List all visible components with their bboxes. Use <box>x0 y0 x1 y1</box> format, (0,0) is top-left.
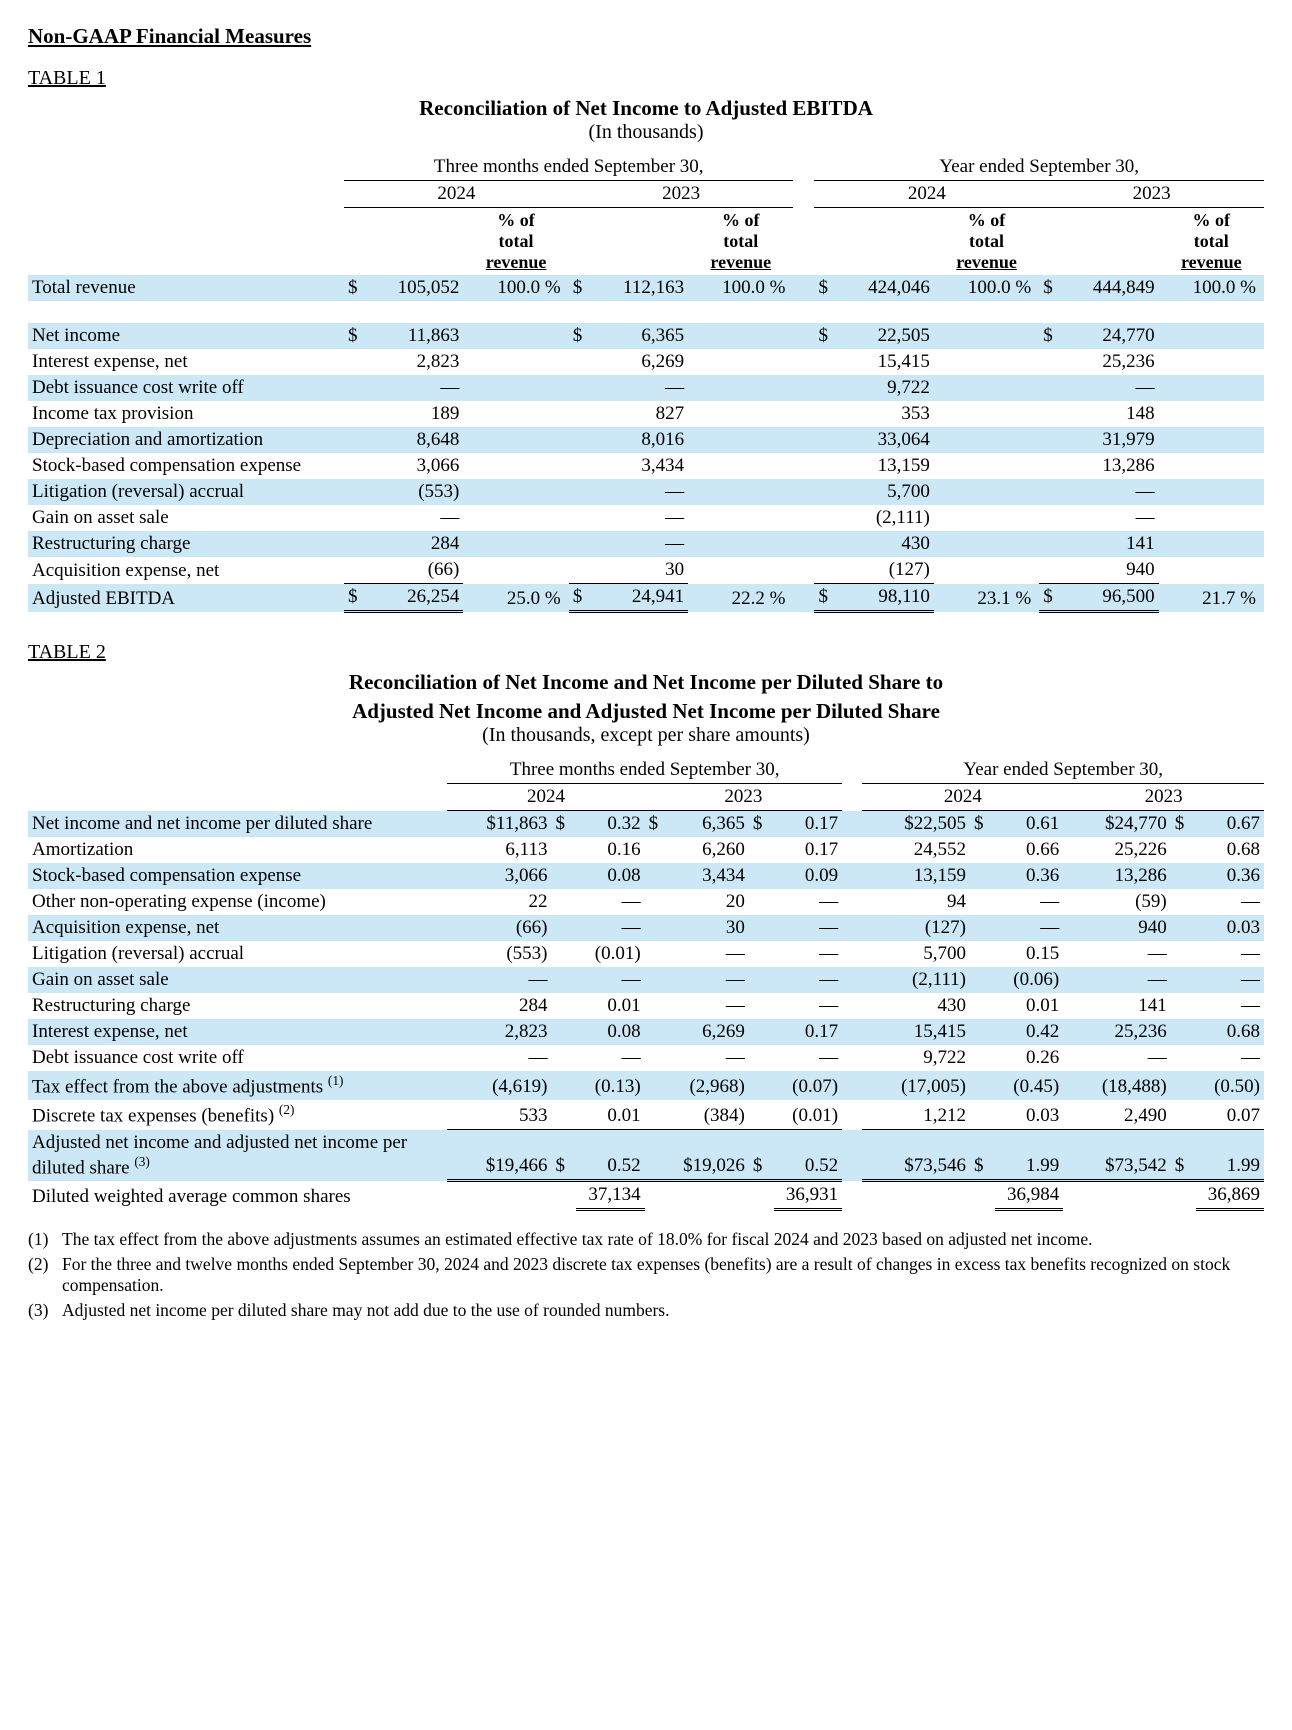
table2-label: TABLE 2 <box>28 641 1264 664</box>
table-row: Income tax provision189827353148 <box>28 401 1264 427</box>
t1-year-1: 2023 <box>569 181 794 208</box>
table-row: Depreciation and amortization8,6488,0163… <box>28 427 1264 453</box>
footnotes: The tax effect from the above adjustment… <box>28 1229 1264 1321</box>
table-row: Other non-operating expense (income)22—2… <box>28 889 1264 915</box>
table-row: Debt issuance cost write off————9,7220.2… <box>28 1045 1264 1071</box>
t1-period-head-right: Year ended September 30, <box>814 154 1264 181</box>
table-row: Tax effect from the above adjustments (1… <box>28 1071 1264 1100</box>
table-row: Stock-based compensation expense3,0660.0… <box>28 863 1264 889</box>
table2: Three months ended September 30, Year en… <box>28 757 1264 1211</box>
table-row: Restructuring charge284—430141 <box>28 531 1264 557</box>
table-row: Net income and net income per diluted sh… <box>28 811 1264 838</box>
table-row: Gain on asset sale——(2,111)— <box>28 505 1264 531</box>
table-row: Restructuring charge2840.01——4300.01141— <box>28 993 1264 1019</box>
t1-period-head-left: Three months ended September 30, <box>344 154 793 181</box>
table-row: Litigation (reversal) accrual(553)—5,700… <box>28 479 1264 505</box>
table-row: Debt issuance cost write off——9,722— <box>28 375 1264 401</box>
table-row: Amortization6,1130.166,2600.1724,5520.66… <box>28 837 1264 863</box>
table-row: Diluted weighted average common shares37… <box>28 1181 1264 1210</box>
table2-title-line1: Reconciliation of Net Income and Net Inc… <box>28 670 1264 695</box>
t1-pcthead-2: % oftotalrevenue <box>934 208 1039 276</box>
t1-year-3: 2023 <box>1039 181 1264 208</box>
table-row: Litigation (reversal) accrual(553)(0.01)… <box>28 941 1264 967</box>
t1-year-0: 2024 <box>344 181 569 208</box>
table2-title-line2: Adjusted Net Income and Adjusted Net Inc… <box>28 699 1264 724</box>
table-row: Acquisition expense, net(66)—30—(127)—94… <box>28 915 1264 941</box>
footnote: Adjusted net income per diluted share ma… <box>28 1300 1264 1321</box>
t1-pcthead-1: % oftotalrevenue <box>688 208 793 276</box>
table-row: Adjusted net income and adjusted net inc… <box>28 1130 1264 1181</box>
t2-year-3: 2023 <box>1063 784 1264 811</box>
table-row: Interest expense, net2,8230.086,2690.171… <box>28 1019 1264 1045</box>
t2-period-head-left: Three months ended September 30, <box>447 757 842 784</box>
footnote: The tax effect from the above adjustment… <box>28 1229 1264 1250</box>
table-row <box>28 301 1264 323</box>
footnote: For the three and twelve months ended Se… <box>28 1254 1264 1296</box>
t2-year-2: 2024 <box>862 784 1063 811</box>
t2-year-0: 2024 <box>447 784 644 811</box>
table1: Three months ended September 30, Year en… <box>28 154 1264 613</box>
table-row: Gain on asset sale————(2,111)(0.06)—— <box>28 967 1264 993</box>
table-row: Interest expense, net2,8236,26915,41525,… <box>28 349 1264 375</box>
t1-year-2: 2024 <box>814 181 1039 208</box>
table-row: Adjusted EBITDA$26,25425.0 %$24,94122.2 … <box>28 584 1264 612</box>
t2-year-1: 2023 <box>645 784 842 811</box>
table-row: Acquisition expense, net(66)30(127)940 <box>28 557 1264 584</box>
table1-label: TABLE 1 <box>28 67 1264 90</box>
table-row: Total revenue$105,052100.0 %$112,163100.… <box>28 275 1264 301</box>
table1-subtitle: (In thousands) <box>28 121 1264 144</box>
table-row: Discrete tax expenses (benefits) (2)5330… <box>28 1100 1264 1129</box>
table1-title: Reconciliation of Net Income to Adjusted… <box>28 96 1264 121</box>
table-row: Net income$11,863$6,365$22,505$24,770 <box>28 323 1264 349</box>
t2-period-head-right: Year ended September 30, <box>862 757 1264 784</box>
t1-pcthead-3: % oftotalrevenue <box>1159 208 1264 276</box>
table-row: Stock-based compensation expense3,0663,4… <box>28 453 1264 479</box>
section-heading: Non-GAAP Financial Measures <box>28 24 1264 49</box>
table2-subtitle: (In thousands, except per share amounts) <box>28 724 1264 747</box>
t1-pcthead-0: % oftotalrevenue <box>463 208 568 276</box>
